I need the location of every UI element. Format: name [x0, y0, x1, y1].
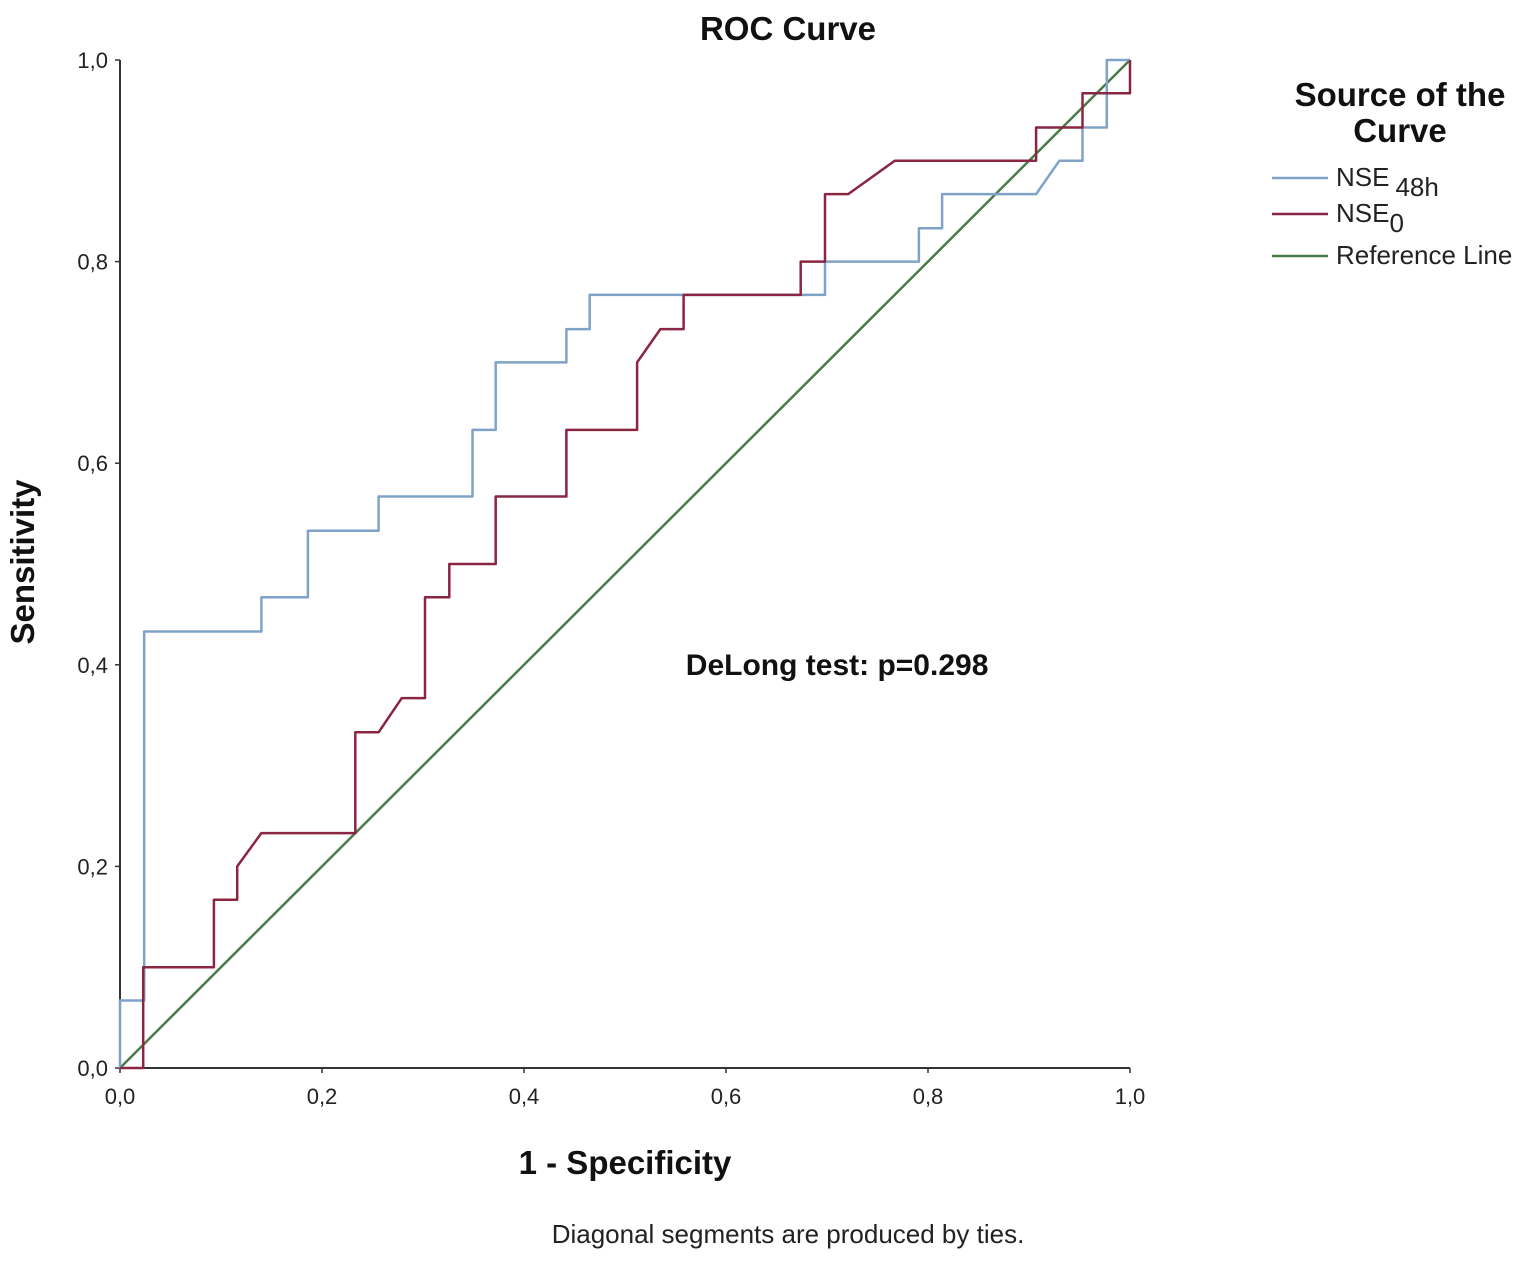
y-tick-label: 0,8: [77, 250, 108, 275]
x-tick-label: 1,0: [1115, 1084, 1146, 1109]
x-tick-label: 0,2: [307, 1084, 338, 1109]
delong-test-annotation: DeLong test: p=0.298: [686, 649, 989, 682]
series-line-nse-0: [120, 60, 1132, 1070]
axes: [119, 60, 1130, 1069]
y-tick-label: 0,2: [77, 854, 108, 879]
x-tick-label: 0,4: [509, 1084, 540, 1109]
x-tick-label: 0,0: [105, 1084, 136, 1109]
series-line-reference-line: [119, 59, 1131, 1069]
y-tick-label: 0,6: [77, 451, 108, 476]
legend-entry-label: Reference Line: [1336, 240, 1512, 270]
x-tick-label: 0,8: [913, 1084, 944, 1109]
chart-title: ROC Curve: [700, 10, 876, 47]
legend-entry-label: NSE0: [1336, 198, 1404, 238]
x-axis-ticks: 0,0 0,2 0,4 0,6 0,8 1,0: [105, 1068, 1146, 1109]
legend-title-line-1: Source of the: [1295, 76, 1506, 113]
footnote: Diagonal segments are produced by ties.: [552, 1219, 1025, 1249]
legend: Source of the Curve NSE 48hNSE0Reference …: [1272, 76, 1512, 270]
series-line-nse-48h: [118, 58, 1130, 1068]
y-tick-label: 1,0: [77, 48, 108, 73]
y-tick-label: 0,4: [77, 653, 108, 678]
y-axis-label: Sensitivity: [4, 479, 41, 645]
legend-entry-label: NSE 48h: [1336, 162, 1439, 202]
legend-title-line-2: Curve: [1353, 112, 1447, 149]
y-axis-ticks: 0,0 0,2 0,4 0,6 0,8 1,0: [77, 48, 120, 1081]
x-axis-label: 1 - Specificity: [519, 1144, 732, 1181]
legend-entry-subscript: 0: [1389, 208, 1403, 238]
y-tick-label: 0,0: [77, 1056, 108, 1081]
legend-entry-subscript: 48h: [1395, 172, 1438, 202]
series-layer: [118, 58, 1132, 1070]
x-tick-label: 0,6: [711, 1084, 742, 1109]
